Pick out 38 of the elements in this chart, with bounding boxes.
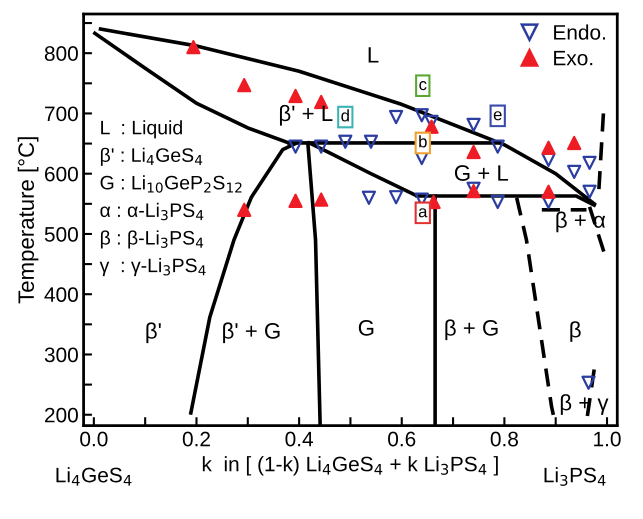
y-tick-label: 800 [44,46,78,61]
annotation: e [494,111,502,120]
annotation: G [358,320,374,336]
annotation: a [418,208,428,218]
annotation: β : β-Li$_{3}$PS$_{4}$ [100,230,204,249]
annotation: β' [146,322,161,344]
annotation: d [341,109,349,122]
annotation: β [570,321,581,342]
y-tick-label: 200 [45,408,78,422]
legend-label: Endo. [554,24,605,40]
annotation: γ : γ-Li$_{3}$PS$_{4}$ [100,258,206,276]
annotation: α : α-Li$_{3}$PS$_{4}$ [100,202,204,220]
x-tick-label: 0.8 [490,432,518,446]
text: Li$_{4}$GeS$_{4}$ [56,467,132,486]
y-axis-title: Temperature [°C] [18,137,38,304]
annotation: β + G [445,319,498,340]
y-tick-label: 300 [44,347,78,362]
x-tick-label: 0.6 [388,432,416,446]
annotation: β' : Li$_{4}$GeS$_{4}$ [100,148,202,166]
x-tick-label: 0.4 [285,432,313,446]
y-tick-label: 600 [45,166,78,182]
annotation: L : Liquid [101,120,182,138]
y-tick-label: 400 [44,287,78,302]
legend-label: Exo. [554,50,592,66]
text: Li$_{3}$PS$_{4}$ [544,467,606,486]
y-tick-label: 500 [44,226,78,242]
text: k in [ (1-k) Li$_{4}$GeS$_{4}$ + k Li$_{3}$PS$_{4}$ ] [202,456,498,476]
annotation: b [419,135,427,148]
y-tick-label: 700 [45,106,78,122]
annotation: β' + L [280,104,332,126]
annotation: c [419,81,427,90]
x-tick-label: 0.0 [80,432,108,446]
annotation: β' + G [223,322,280,344]
annotation: L [368,47,378,63]
annotation: G : Li$_{10}$GeP$_{2}$S$_{12}$ [100,175,242,193]
x-tick-label: 0.2 [182,432,210,446]
annotation: G + L [454,165,508,181]
x-tick-label: 1.0 [594,432,621,446]
